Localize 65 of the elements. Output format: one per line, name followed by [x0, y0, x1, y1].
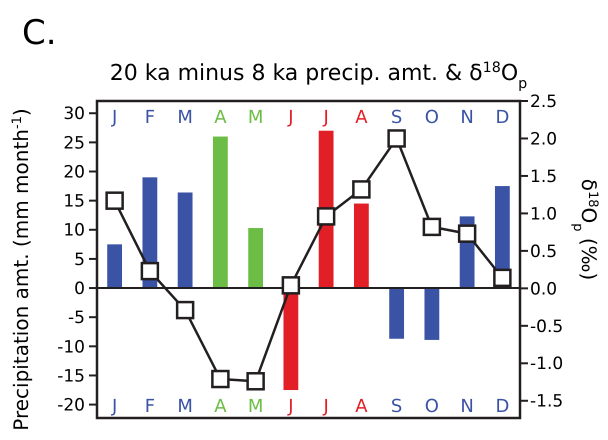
category-label: J	[112, 396, 118, 417]
y2-tick-label: 2.0	[530, 129, 558, 150]
point	[493, 268, 512, 288]
category-label: J	[323, 396, 329, 417]
category-label: A	[214, 396, 227, 417]
category-label: O	[424, 396, 439, 417]
x-tick-label: F	[144, 107, 156, 128]
bar	[178, 192, 193, 288]
bar	[389, 288, 404, 339]
category-label: J	[288, 396, 294, 417]
bar	[354, 204, 369, 288]
point	[422, 218, 442, 236]
x-tick-label: A	[214, 107, 228, 128]
point	[458, 224, 476, 243]
y2-tick-label: 1.0	[530, 204, 558, 224]
x-tick-label: O	[424, 107, 439, 128]
point	[176, 300, 194, 320]
y-tick-label: -15	[57, 366, 85, 386]
x-tick-label: M	[177, 107, 193, 128]
y-tick-label: 25	[63, 133, 85, 154]
x-tick-label: J	[322, 107, 329, 128]
category-label: M	[248, 396, 264, 417]
x-tick-label: S	[390, 107, 402, 128]
bar	[424, 288, 440, 340]
y-tick-label: 15	[63, 192, 85, 212]
point	[246, 372, 265, 391]
y2-tick-label: 1.5	[530, 166, 558, 187]
y-tick-label: -20	[57, 396, 85, 416]
y2-tick-label: 0.0	[530, 279, 558, 300]
category-label: M	[177, 396, 193, 417]
category-label: A	[355, 396, 368, 417]
chart-title: 20 ka minus 8 ka precip. amt. & δ$^{18}$O$_{p}$	[110, 60, 528, 92]
y-tick-label: 30	[63, 104, 85, 124]
x-tick-label: D	[495, 107, 510, 128]
category-label: D	[495, 396, 510, 417]
y-tick-label: -10	[57, 337, 85, 358]
point	[387, 129, 406, 148]
y-tick-label: 20	[63, 162, 85, 182]
x-tick-label: J	[287, 107, 294, 128]
y-tick-label: -5	[68, 308, 85, 328]
point	[211, 370, 230, 388]
y2-tick-label: -1.5	[530, 392, 564, 412]
category-label: S	[390, 396, 402, 417]
y-tick-label: 5	[74, 250, 85, 270]
x-tick-label: A	[355, 107, 368, 128]
y2-tick-label: 0.5	[530, 242, 558, 262]
point	[282, 276, 300, 295]
x-tick-label: N	[460, 107, 474, 128]
y-tick-label: 0	[74, 279, 85, 300]
y-tick-label: 10	[63, 220, 85, 241]
point	[140, 262, 160, 280]
point	[105, 191, 124, 210]
point	[316, 207, 336, 226]
category-label: F	[144, 396, 156, 417]
bar	[107, 244, 122, 288]
y2-tick-label: 2.5	[530, 92, 558, 112]
bar	[212, 136, 228, 288]
y2-tick-label: -0.5	[530, 316, 564, 337]
text: C.	[22, 13, 57, 53]
x-tick-label: M	[248, 107, 264, 128]
bar	[248, 228, 264, 288]
x-tick-label: J	[110, 107, 118, 128]
point	[352, 180, 371, 199]
category-label: N	[460, 396, 474, 417]
y2-tick-label: -1.0	[530, 354, 564, 374]
